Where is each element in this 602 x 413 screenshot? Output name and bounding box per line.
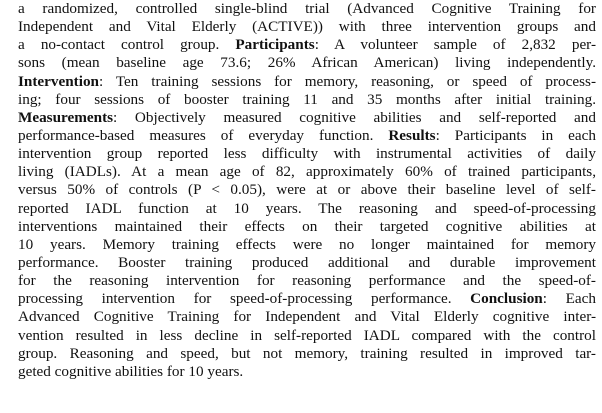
- abstract-text: a randomized, controlled single-blind tr…: [18, 0, 596, 381]
- abstract-line: Intervention: Ten training sessions for …: [18, 73, 596, 91]
- section-heading-participants: Participants: [235, 36, 315, 54]
- abstract-line: Independent and Vital Elderly (ACTIVE)) …: [18, 18, 596, 36]
- abstract-line: 10 years. Memory training effects were n…: [18, 236, 596, 254]
- abstract-line: vention resulted in less decline in self…: [18, 327, 596, 345]
- abstract-line: intervention group reported less difficu…: [18, 145, 596, 163]
- line-text: a no-contact control group.: [18, 36, 236, 54]
- line-text: : Ten training sessions for memory, reas…: [99, 72, 596, 90]
- abstract-line: processing intervention for speed-of-pro…: [18, 290, 596, 308]
- abstract-line: Advanced Cognitive Training for Independ…: [18, 308, 596, 326]
- abstract-line: reported IADL function at 10 years. The …: [18, 200, 596, 218]
- line-text: vention resulted in less decline in self…: [18, 326, 596, 344]
- abstract-line: performance. Booster training produced a…: [18, 254, 596, 272]
- line-text: for the reasoning intervention for reaso…: [18, 272, 596, 290]
- line-text: : Participants in each: [435, 126, 596, 144]
- abstract-line: versus 50% of controls (P < 0.05), were …: [18, 181, 596, 199]
- abstract-line: interventions maintained their effects o…: [18, 218, 596, 236]
- line-text: Independent and Vital Elderly (ACTIVE)) …: [18, 18, 596, 36]
- abstract-line: ing; four sessions of booster training 1…: [18, 91, 596, 109]
- line-text: intervention group reported less difficu…: [18, 145, 596, 163]
- abstract-line: sons (mean baseline age 73.6; 26% Africa…: [18, 54, 596, 72]
- section-heading-conclusion: Conclusion: [470, 290, 543, 308]
- section-heading-intervention: Intervention: [18, 72, 99, 90]
- abstract-line: a no-contact control group. Participants…: [18, 36, 596, 54]
- line-text: processing intervention for speed-of-pro…: [18, 290, 471, 308]
- line-text: a randomized, controlled single-blind tr…: [18, 0, 596, 17]
- line-text: geted cognitive abilities for 10 years.: [18, 362, 244, 380]
- line-text: : Each: [542, 290, 596, 308]
- abstract-line: living (IADLs). At a mean age of 82, app…: [18, 163, 596, 181]
- line-text: 10 years. Memory training effects were n…: [18, 235, 596, 253]
- line-text: sons (mean baseline age 73.6; 26% Africa…: [18, 54, 596, 72]
- section-heading-measurements: Measurements: [18, 108, 114, 126]
- abstract-line: Measurements: Objectively measured cogni…: [18, 109, 596, 127]
- line-text: reported IADL function at 10 years. The …: [18, 199, 596, 217]
- line-text: living (IADLs). At a mean age of 82, app…: [18, 163, 596, 181]
- section-heading-results: Results: [388, 126, 436, 144]
- abstract-line: group. Reasoning and speed, but not memo…: [18, 345, 596, 363]
- line-text: interventions maintained their effects o…: [18, 217, 596, 235]
- line-text: performance-based measures of everyday f…: [18, 126, 389, 144]
- line-text: ing; four sessions of booster training 1…: [18, 90, 596, 108]
- line-text: group. Reasoning and speed, but not memo…: [18, 344, 596, 362]
- line-text: : A volunteer sample of 2,832 per-: [314, 36, 596, 54]
- abstract-line: for the reasoning intervention for reaso…: [18, 272, 596, 290]
- abstract-line: a randomized, controlled single-blind tr…: [18, 0, 596, 18]
- line-text: versus 50% of controls (P < 0.05), were …: [18, 181, 596, 199]
- abstract-line: geted cognitive abilities for 10 years.: [18, 363, 596, 381]
- abstract-line: performance-based measures of everyday f…: [18, 127, 596, 145]
- line-text: performance. Booster training produced a…: [18, 253, 596, 271]
- line-text: : Objectively measured cognitive abiliti…: [113, 108, 596, 126]
- line-text: Advanced Cognitive Training for Independ…: [18, 308, 596, 326]
